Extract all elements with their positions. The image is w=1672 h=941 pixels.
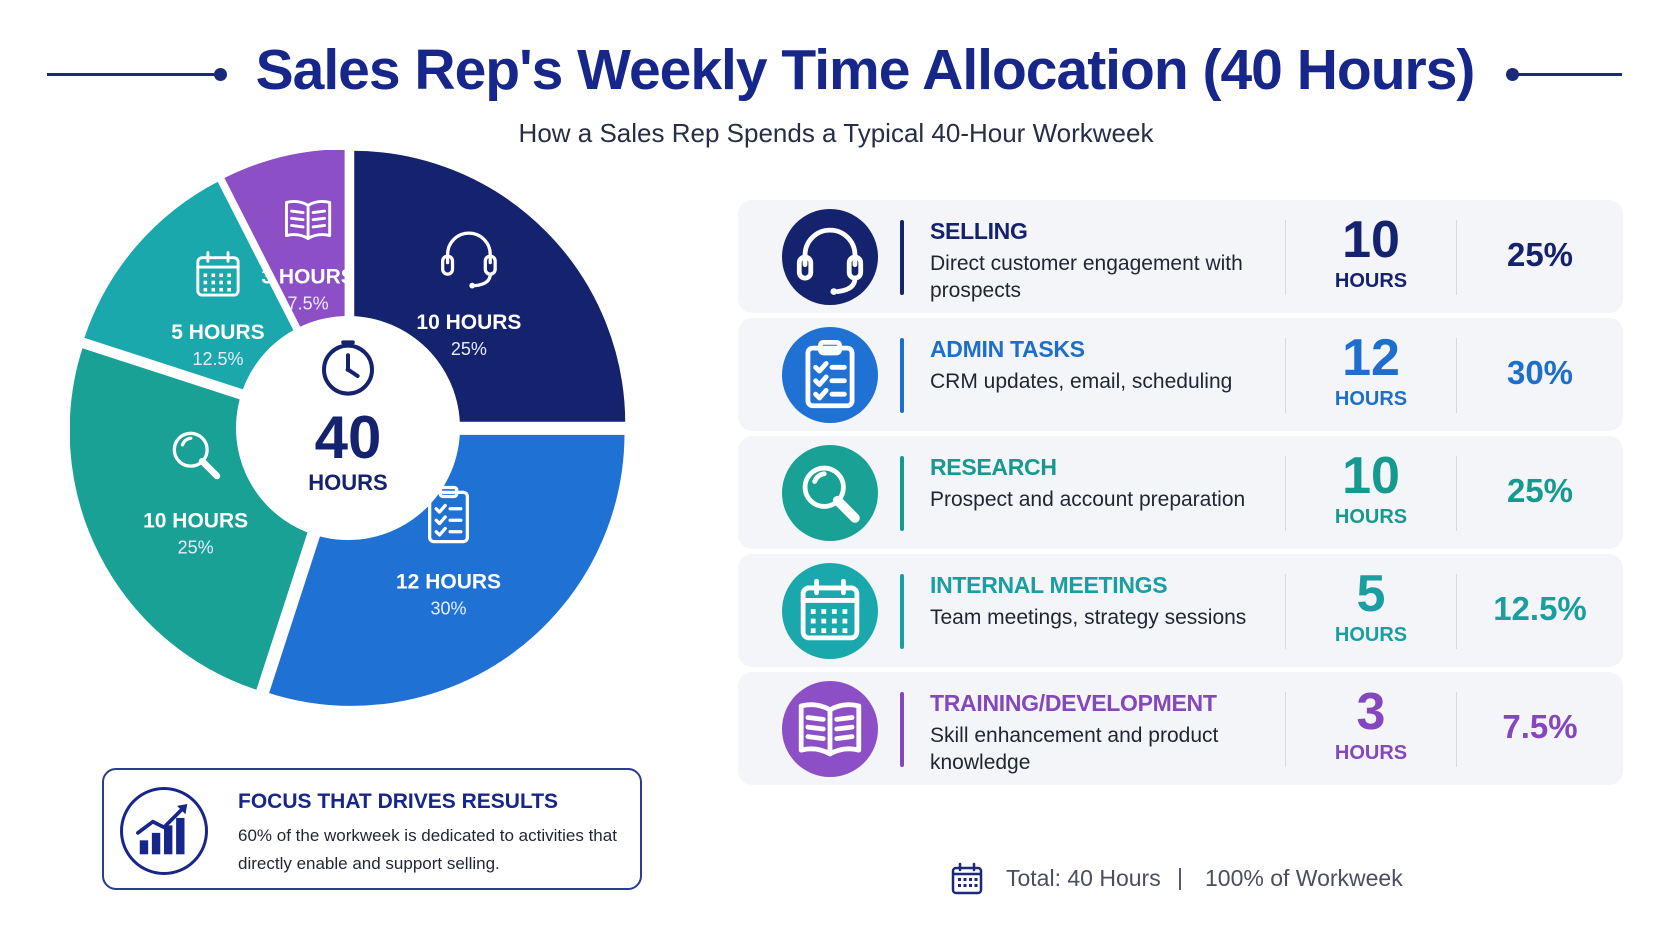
focus-text: 60% of the workweek is dedicated to acti… [238, 826, 617, 873]
row-accent-bar [900, 574, 904, 649]
calendar-icon [782, 563, 878, 659]
magnifier-icon [782, 445, 878, 541]
column-divider [1285, 574, 1286, 649]
clock-icon [322, 340, 375, 396]
pie-chart-svg: 10 HOURS 25% 12 HOURS 30% 10 HOURS 25% 5 HO… [70, 150, 630, 710]
activity-hours-unit: HOURS [1334, 742, 1408, 764]
pie-slice-hours-label: 3 HOURS [261, 266, 354, 289]
pie-slice-percent-label: 25% [178, 538, 214, 558]
activity-row-research: RESEARCH Prospect and account preparatio… [738, 436, 1623, 549]
growth-bar-chart-icon [120, 787, 208, 875]
row-accent-bar [900, 456, 904, 531]
pie-chart: 10 HOURS 25% 12 HOURS 30% 10 HOURS 25% 5 HO… [70, 150, 690, 770]
activity-hours-unit: HOURS [1334, 624, 1408, 646]
pie-slice-percent-label: 30% [430, 598, 466, 618]
activity-description: Prospect and account preparation [930, 488, 1246, 511]
activity-percent: 25% [1506, 472, 1574, 509]
headset-icon [441, 231, 497, 289]
pie-slice-hours-label: 5 HOURS [171, 321, 264, 344]
activity-description: Team meetings, strategy sessions [930, 606, 1247, 629]
pie-slice-hours-label: 10 HOURS [143, 510, 248, 533]
title-rule-dot-right [1506, 68, 1519, 81]
focus-title: FOCUS THAT DRIVES RESULTS [238, 790, 559, 813]
activity-hours: 5 [1356, 565, 1386, 623]
activity-percent: 7.5% [1502, 708, 1578, 745]
column-divider [1285, 220, 1286, 295]
column-divider [1285, 456, 1286, 531]
calendar-icon [800, 578, 860, 641]
activity-hours-unit: HOURS [1334, 388, 1408, 410]
activity-percent: 30% [1506, 354, 1574, 391]
column-divider [1456, 456, 1457, 531]
total-hours-text: Total: 40 Hours [1006, 865, 1161, 891]
page-title: Sales Rep's Weekly Time Allocation (40 H… [255, 38, 1476, 102]
row-accent-bar [900, 220, 904, 295]
activity-row-admin-tasks: ADMIN TASKS CRM updates, email, scheduli… [738, 318, 1623, 431]
clipboard-checklist-icon [428, 485, 470, 544]
activity-description: CRM updates, email, scheduling [930, 370, 1233, 393]
activity-description: Direct customer engagement with prospect… [930, 252, 1243, 302]
open-book-icon [782, 681, 878, 777]
activity-title: INTERNAL MEETINGS [930, 572, 1168, 598]
column-divider [1285, 338, 1286, 413]
magnifier-icon [172, 431, 221, 480]
clipboard-checklist-icon [782, 327, 878, 423]
activity-percent: 12.5% [1493, 590, 1587, 627]
pie-center-hub [236, 316, 460, 540]
activity-hours: 10 [1342, 447, 1400, 505]
activity-description: Skill enhancement and product knowledge [930, 724, 1219, 774]
pie-slice-hours-label: 10 HOURS [416, 311, 521, 334]
activity-title: RESEARCH [930, 454, 1057, 480]
activity-hours-unit: HOURS [1334, 270, 1408, 292]
activity-percent: 25% [1506, 236, 1574, 273]
title-row: Sales Rep's Weekly Time Allocation (40 H… [0, 30, 1672, 120]
activity-title: ADMIN TASKS [930, 336, 1085, 362]
clipboard-checklist-icon [805, 339, 855, 409]
pie-slice-hours-label: 12 HOURS [396, 570, 501, 593]
column-divider [1456, 220, 1457, 295]
title-rule-dot-left [214, 68, 227, 81]
activity-row-internal-meetings: INTERNAL MEETINGS Team meetings, strateg… [738, 554, 1623, 667]
open-book-icon [798, 702, 862, 757]
activity-row-selling: SELLING Direct customer engagement with … [738, 200, 1623, 313]
title-rule-right [1514, 73, 1622, 76]
column-divider [1456, 338, 1457, 413]
activity-title: TRAINING/DEVELOPMENT [930, 690, 1217, 716]
headset-icon [782, 209, 878, 305]
pie-slice-percent-label: 12.5% [192, 349, 243, 369]
activity-hours: 10 [1342, 211, 1400, 269]
calendar-icon [196, 251, 240, 297]
total-percent-text: 100% of Workweek [1205, 865, 1403, 891]
pie-slice-percent-label: 7.5% [288, 294, 329, 314]
open-book-icon [285, 200, 332, 240]
center-total-unit: HOURS [308, 470, 387, 495]
total-separator: | [1177, 864, 1183, 890]
activity-title: SELLING [930, 218, 1028, 244]
activity-row-training-development: TRAINING/DEVELOPMENT Skill enhancement a… [738, 672, 1623, 785]
row-accent-bar [900, 338, 904, 413]
page-subtitle: How a Sales Rep Spends a Typical 40-Hour… [518, 118, 1154, 148]
pie-slice-percent-label: 25% [451, 339, 487, 359]
activity-hours: 3 [1356, 683, 1386, 741]
column-divider [1456, 692, 1457, 767]
center-total-number: 40 [315, 404, 382, 471]
headset-icon [796, 227, 864, 295]
activity-hours: 12 [1342, 329, 1400, 387]
row-accent-bar [900, 692, 904, 767]
calendar-icon [951, 862, 983, 895]
magnifier-icon [802, 465, 860, 523]
column-divider [1285, 692, 1286, 767]
focus-callout: FOCUS THAT DRIVES RESULTS 60% of the wor… [102, 768, 642, 890]
title-rule-left [47, 73, 219, 76]
activity-hours-unit: HOURS [1334, 506, 1408, 528]
column-divider [1456, 574, 1457, 649]
